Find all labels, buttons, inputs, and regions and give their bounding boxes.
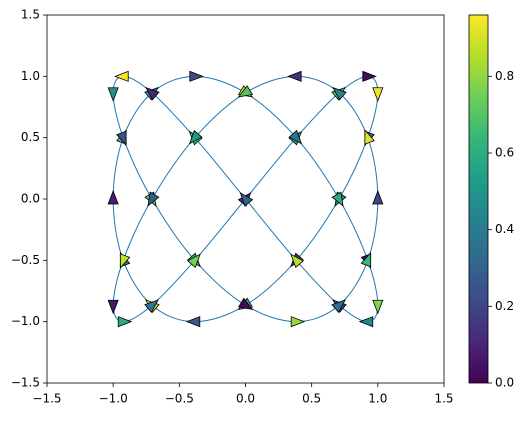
colorbar-tick-label: 0.0 [495,376,514,390]
arrow [187,253,201,269]
colorbar [468,14,489,384]
arrow [117,316,133,328]
x-tick-label: 0.0 [236,392,255,406]
arrow [145,86,160,101]
arrow [364,129,375,145]
arrow [332,86,347,101]
arrow [290,316,306,328]
arrow [144,299,159,313]
colorbar-tick-label: 0.2 [495,299,514,313]
arrow [290,253,304,269]
arrow [188,129,203,145]
arrow [237,85,254,98]
y-tick-label: −1.5 [11,376,40,390]
x-tick-label: −1.0 [99,392,128,406]
colorbar-tick-label: 0.8 [495,69,514,83]
arrow [288,129,303,145]
arrow [147,191,160,207]
arrow [114,70,129,82]
x-tick-label: 1.5 [434,392,453,406]
arrow [237,297,254,310]
y-tick-label: 0.0 [21,192,40,206]
arrow [239,191,254,207]
arrow [362,70,377,82]
arrow [107,189,119,205]
y-tick-label: 1.0 [21,69,40,83]
arrow [119,253,131,269]
arrow [358,316,374,328]
arrow [107,87,119,102]
y-tick-label: 1.5 [21,8,40,22]
colorbar-tick-label: 0.4 [495,222,514,236]
y-tick-label: 0.5 [21,130,40,144]
arrow [372,189,384,205]
colorbar-tick-label: 0.6 [495,146,514,160]
y-tick-label: −1.0 [11,314,40,328]
arrow [116,130,127,147]
arrow [331,191,344,207]
arrow [287,70,302,82]
y-tick-label: −0.5 [11,253,40,267]
arrow [331,299,346,313]
arrow [189,70,204,82]
arrow [185,316,201,328]
arrow [372,87,384,102]
x-tick-label: −1.5 [32,392,61,406]
arrow [107,299,119,315]
arrow [372,299,384,315]
x-tick-label: 0.5 [302,392,321,406]
x-tick-label: 1.0 [368,392,387,406]
arrow [360,251,372,268]
x-tick-label: −0.5 [165,392,194,406]
